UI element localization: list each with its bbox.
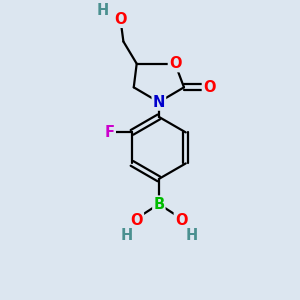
Text: O: O <box>130 213 143 228</box>
Text: B: B <box>153 196 164 211</box>
Text: H: H <box>185 228 197 243</box>
Text: O: O <box>175 213 187 228</box>
Text: H: H <box>120 228 133 243</box>
Text: H: H <box>97 3 109 18</box>
Text: F: F <box>105 125 115 140</box>
Text: O: O <box>169 56 182 71</box>
Text: O: O <box>203 80 215 95</box>
Text: O: O <box>114 12 127 27</box>
Text: N: N <box>153 94 165 110</box>
